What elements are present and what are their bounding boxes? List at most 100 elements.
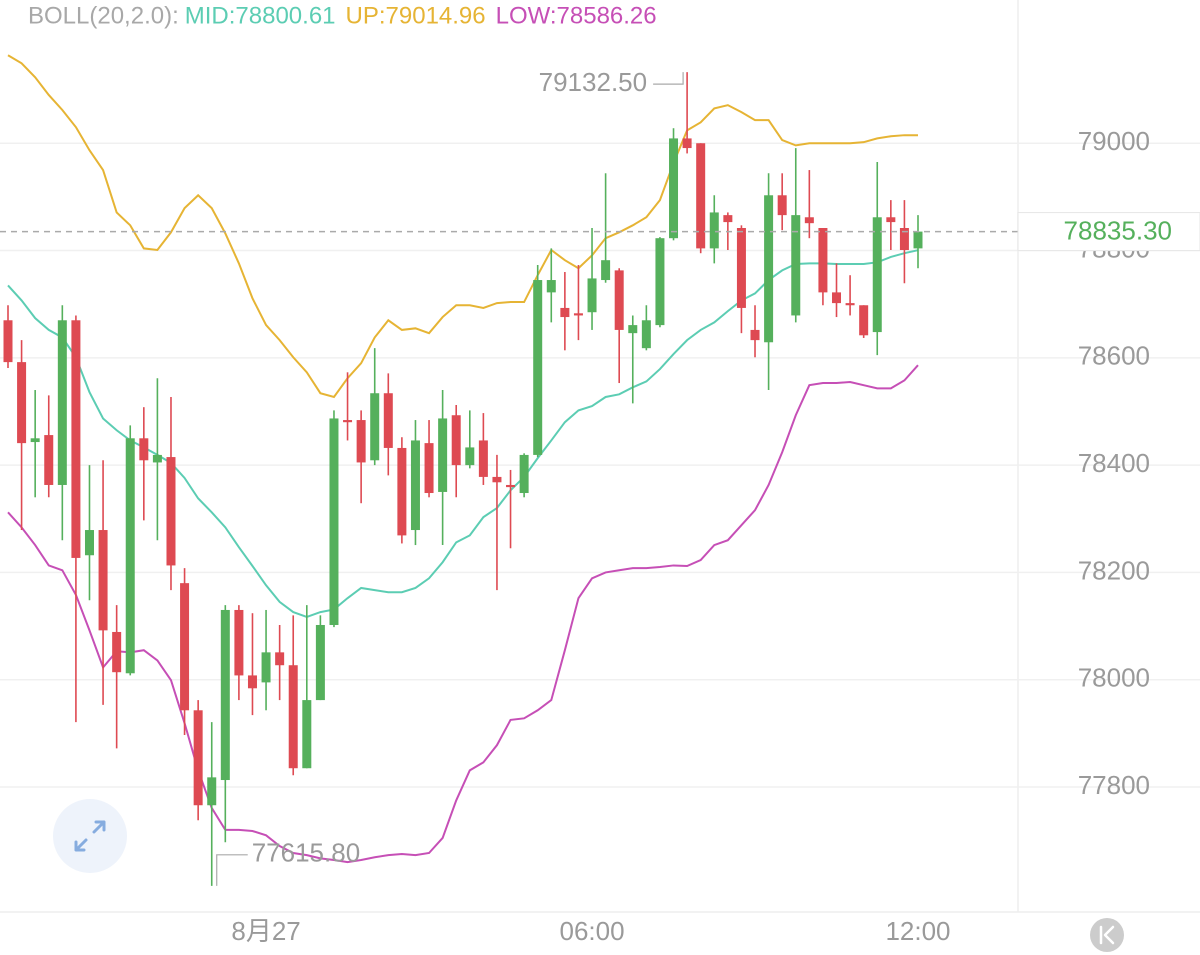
candle-body <box>17 362 27 444</box>
candle-body <box>112 631 122 673</box>
candle-body <box>886 217 896 223</box>
collapse-button-bg[interactable] <box>1090 918 1124 952</box>
last-price-label: 78835.30 <box>1064 215 1172 245</box>
candle-body <box>764 195 774 343</box>
candle-body <box>383 393 393 448</box>
candle-body <box>166 457 176 566</box>
candle-body <box>44 435 54 485</box>
candle-body <box>261 652 271 683</box>
y-tick-label: 77800 <box>1078 770 1150 800</box>
candle-body <box>492 476 502 483</box>
candle-body <box>84 530 94 556</box>
y-tick-label: 79000 <box>1078 126 1150 156</box>
candles <box>3 72 923 886</box>
candle-body <box>465 447 475 466</box>
candle-body <box>777 195 787 216</box>
candle-body <box>152 454 162 463</box>
annotations: 79132.50 77615.80 <box>216 67 684 886</box>
high-label: 79132.50 <box>539 67 647 97</box>
legend-entry: LOW:78586.26 <box>496 2 657 29</box>
legend: BOLL(20,2.0): MID:78800.61 UP:79014.96 LOW… <box>28 2 657 29</box>
candle-body <box>343 420 353 423</box>
expand-button-bg[interactable] <box>53 799 127 873</box>
candle-body <box>682 138 692 149</box>
x-tick-label: 8月27 <box>231 916 300 946</box>
legend-entry: UP:79014.96 <box>346 2 486 29</box>
y-tick-label: 78000 <box>1078 663 1150 693</box>
legend-entry: MID:78800.61 <box>185 2 336 29</box>
candle-body <box>3 320 13 363</box>
candle-body <box>736 228 746 308</box>
candle-body <box>220 609 230 781</box>
candle-body <box>519 454 529 494</box>
x-tick-label: 12:00 <box>885 916 950 946</box>
candle-body <box>506 484 516 488</box>
candle-body <box>804 217 814 224</box>
candle-body <box>709 212 719 249</box>
candle-body <box>193 710 203 806</box>
collapse-icon[interactable] <box>1099 925 1115 945</box>
candle-body <box>424 443 434 494</box>
y-tick-label: 78200 <box>1078 555 1150 585</box>
candle-body <box>723 215 733 223</box>
candle-body <box>478 440 488 477</box>
candle-body <box>872 217 882 333</box>
collapse-button[interactable] <box>1090 918 1124 952</box>
candle-body <box>315 624 325 701</box>
candle-body <box>845 303 855 306</box>
candle-body <box>139 438 149 461</box>
low-marker <box>216 854 248 886</box>
candle-body <box>57 320 67 485</box>
candle-body <box>234 609 244 676</box>
low-label: 77615.80 <box>252 838 360 868</box>
candle-body <box>180 583 190 711</box>
candle-body <box>560 307 570 318</box>
candle-body <box>410 440 420 531</box>
candle-body <box>601 260 611 281</box>
candle-body <box>628 325 638 334</box>
candle-body <box>329 418 339 625</box>
candle-body <box>533 280 543 455</box>
candle-body <box>614 270 624 330</box>
candle-body <box>370 393 380 461</box>
candle-body <box>818 228 828 293</box>
y-axis: 77800780007820078400786007880079000 <box>1078 126 1150 800</box>
candle-body <box>832 292 842 304</box>
candle-body <box>71 320 81 558</box>
candle-body <box>288 665 298 769</box>
candle-body <box>275 652 285 666</box>
candle-body <box>356 420 366 463</box>
x-tick-label: 06:00 <box>559 916 624 946</box>
candle-body <box>913 231 923 249</box>
high-marker <box>653 72 684 85</box>
expand-icon[interactable] <box>74 820 106 852</box>
band-line <box>7 54 919 399</box>
candle-body <box>247 675 257 689</box>
candle-body <box>207 777 217 806</box>
candle-body <box>696 143 706 249</box>
last-price: 78835.30 <box>0 212 1200 252</box>
candle-body <box>750 329 760 341</box>
candle-body <box>546 280 556 293</box>
y-tick-label: 78600 <box>1078 341 1150 371</box>
last-price-box <box>1017 212 1200 252</box>
expand-button[interactable] <box>53 799 127 873</box>
candle-body <box>438 418 448 492</box>
candle-body <box>859 305 869 336</box>
candle-body <box>397 447 407 536</box>
candle-body <box>587 278 597 313</box>
x-axis: 8月27 06:00 12:00 <box>231 916 950 946</box>
candle-body <box>125 438 135 674</box>
candle-body <box>98 530 108 631</box>
candle-body <box>30 438 40 443</box>
candle-body <box>669 138 679 239</box>
candle-body <box>451 415 461 466</box>
band-line <box>7 364 919 864</box>
candle-body <box>641 320 651 349</box>
candle-body <box>573 313 583 316</box>
y-tick-label: 78400 <box>1078 448 1150 478</box>
indicator-label: BOLL(20,2.0): <box>28 2 179 29</box>
candle-body <box>655 238 665 326</box>
